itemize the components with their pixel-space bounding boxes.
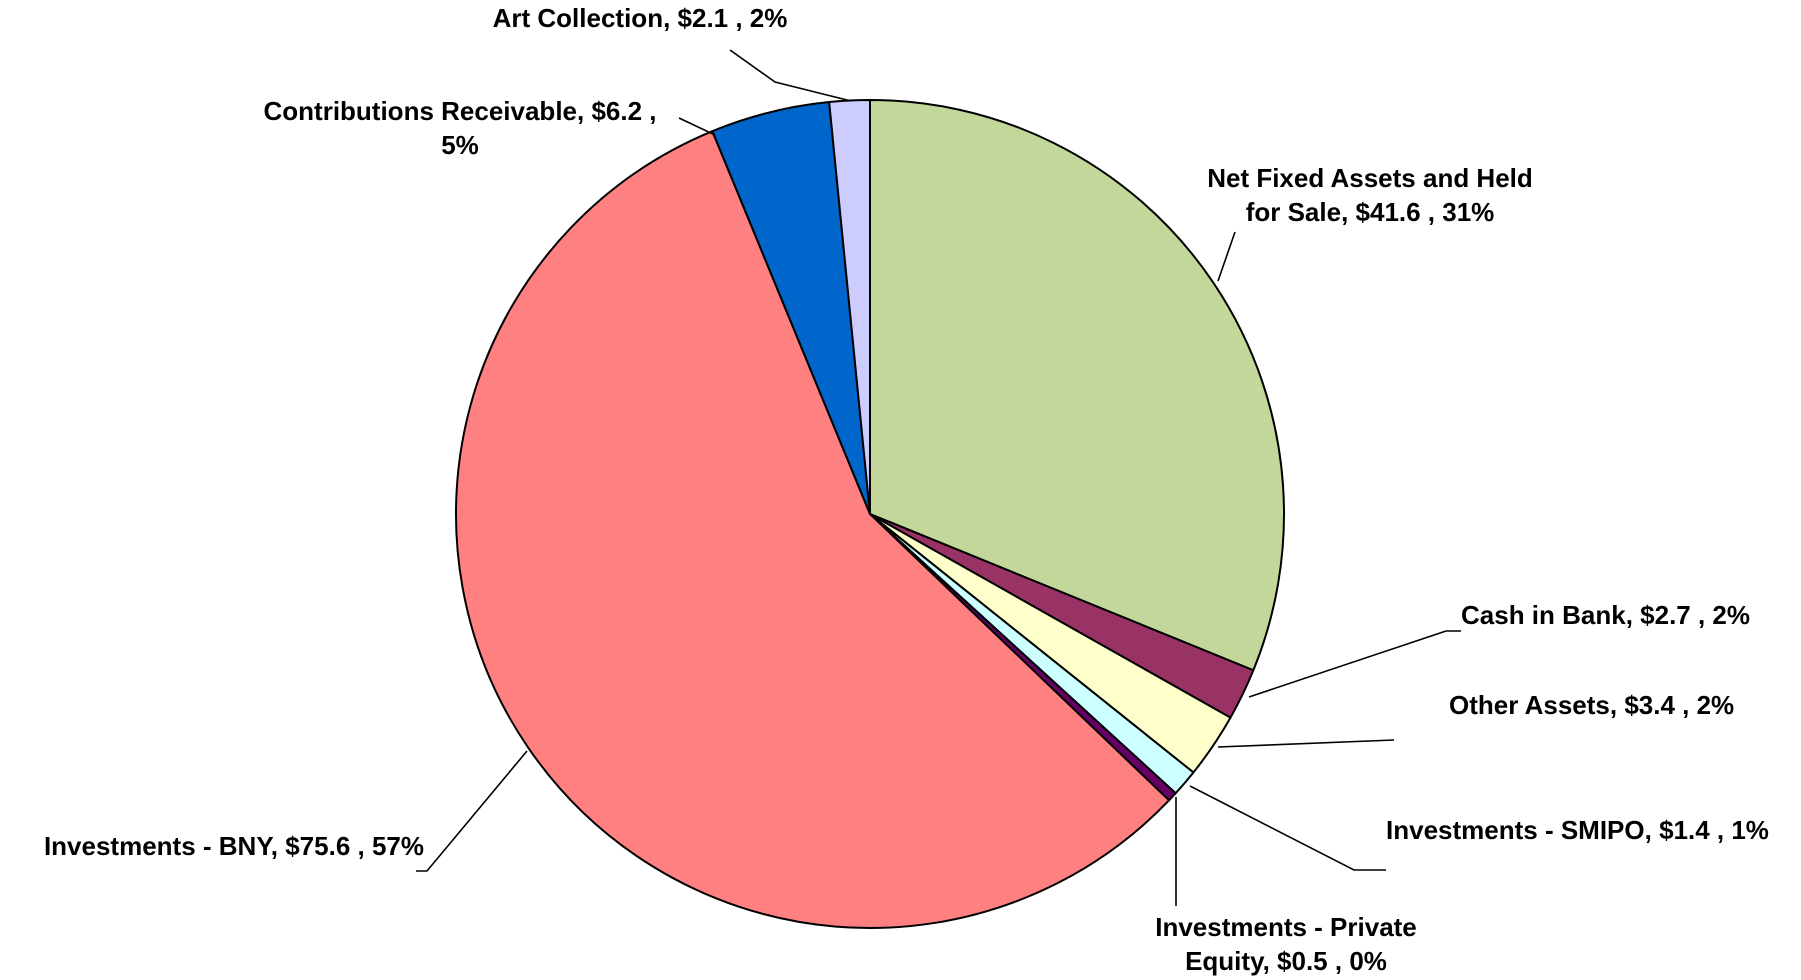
data-label-line: Art Collection, $2.1 , 2% xyxy=(493,3,788,33)
data-label-cash-in-bank: Cash in Bank, $2.7 , 2% xyxy=(1461,600,1750,630)
data-label-line: Net Fixed Assets and Held xyxy=(1207,163,1533,193)
data-label-contributions-receivable: Contributions Receivable, $6.2 , 5% xyxy=(264,96,657,160)
leader-line-net-fixed-assets-and-held-for-sale xyxy=(1218,232,1235,281)
data-label-line: 5% xyxy=(441,130,479,160)
data-label-line: Investments - SMIPO, $1.4 , 1% xyxy=(1386,815,1769,845)
data-label-line: Cash in Bank, $2.7 , 2% xyxy=(1461,600,1750,630)
data-label-investments-bny: Investments - BNY, $75.6 , 57% xyxy=(44,831,424,861)
leader-line-cash-in-bank xyxy=(1249,631,1461,697)
leader-line-contributions-receivable xyxy=(679,118,715,135)
data-label-art-collection: Art Collection, $2.1 , 2% xyxy=(493,3,788,33)
pie-slices xyxy=(456,100,1284,928)
leader-line-art-collection xyxy=(730,50,851,101)
data-label-line: Contributions Receivable, $6.2 , xyxy=(264,96,657,126)
data-label-investments-smipo: Investments - SMIPO, $1.4 , 1% xyxy=(1386,815,1769,845)
data-label-investments-private-equity: Investments - Private Equity, $0.5 , 0% xyxy=(1155,912,1417,976)
data-label-line: Investments - BNY, $75.6 , 57% xyxy=(44,831,424,861)
leader-line-other-assets xyxy=(1218,740,1394,747)
data-label-line: Other Assets, $3.4 , 2% xyxy=(1449,690,1734,720)
leader-line-investments-bny xyxy=(416,751,527,871)
data-label-line: Investments - Private xyxy=(1155,912,1417,942)
data-label-other-assets: Other Assets, $3.4 , 2% xyxy=(1449,690,1734,720)
data-label-net-fixed-assets-and-held-for-sale: Net Fixed Assets and Held for Sale, $41.6… xyxy=(1207,163,1533,227)
leader-line-investments-smipo xyxy=(1190,786,1386,870)
data-label-line: for Sale, $41.6 , 31% xyxy=(1246,197,1495,227)
data-label-line: Equity, $0.5 , 0% xyxy=(1185,946,1387,976)
